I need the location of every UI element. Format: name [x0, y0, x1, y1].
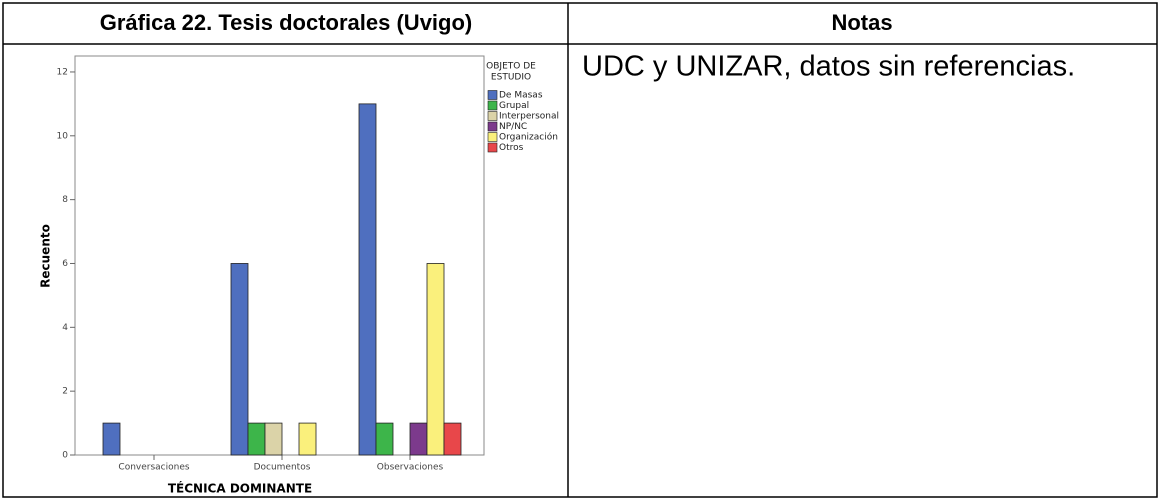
x-tick-label: Conversaciones	[118, 463, 189, 473]
header-cell: Gráfica 22. Tesis doctorales (Uvigo)	[100, 10, 473, 35]
x-tick-label: Documentos	[254, 463, 311, 473]
bar	[247, 422, 266, 456]
y-tick-label: 6	[62, 259, 68, 269]
legend-swatch	[487, 132, 498, 142]
x-tick-label: Observaciones	[377, 463, 444, 473]
legend-title: OBJETO DE	[486, 62, 536, 72]
legend-swatch	[487, 111, 498, 121]
y-tick-label: 2	[62, 387, 68, 397]
bar	[375, 422, 394, 456]
header-cell: Notas	[831, 10, 892, 35]
legend-swatch	[487, 121, 498, 132]
legend-label: Grupal	[499, 101, 529, 111]
legend-swatch	[487, 100, 498, 111]
bar	[230, 263, 249, 456]
legend-swatch	[487, 142, 498, 153]
legend-title: ESTUDIO	[491, 73, 531, 83]
y-tick-label: 0	[62, 451, 68, 461]
legend-label: Organización	[499, 132, 558, 143]
y-tick-label: 4	[62, 323, 68, 333]
bar	[298, 422, 317, 456]
legend-swatch	[487, 90, 498, 100]
bar	[102, 422, 121, 456]
legend-label: Otros	[499, 143, 524, 153]
y-axis-title: Recuento	[39, 224, 53, 288]
bar	[409, 422, 428, 456]
legend-label: Interpersonal	[499, 112, 559, 122]
notes-text: UDC y UNIZAR, datos sin referencias.	[582, 51, 1075, 83]
y-tick-label: 12	[57, 67, 68, 77]
x-axis-title: TÉCNICA DOMINANTE	[168, 481, 312, 496]
bar	[426, 263, 445, 456]
bar	[264, 422, 283, 456]
bar	[443, 422, 462, 456]
legend-label: NP/NC	[499, 122, 527, 132]
y-tick-label: 8	[62, 195, 68, 205]
plot-frame	[74, 55, 485, 456]
y-tick-label: 10	[57, 131, 69, 141]
bar	[358, 103, 377, 456]
legend-label: De Masas	[499, 91, 543, 101]
